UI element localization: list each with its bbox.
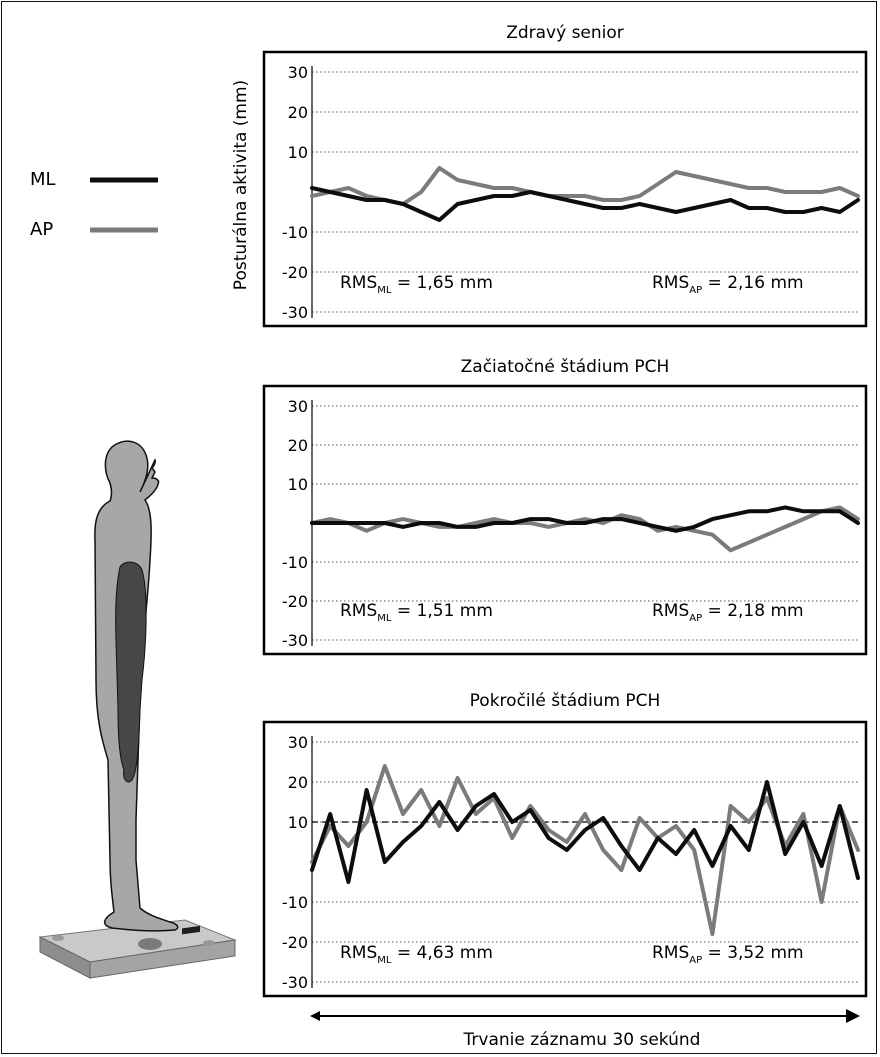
chart-panel-1: Zdravý senior 30 20 10 -10 -20 -30 RMSML = 1,65… <box>262 23 868 328</box>
panel-title: Pokročilé štádium PCH <box>470 691 661 711</box>
y-tick-label: 10 <box>288 143 308 162</box>
y-tick-label: 30 <box>288 63 308 82</box>
rms-annotation-ap: RMSAP = 2,16 mm <box>652 273 804 296</box>
series-line-ap <box>310 505 860 553</box>
series-line-ml <box>310 780 860 884</box>
y-tick-label: 30 <box>288 397 308 416</box>
chart-panel-3: Pokročilé štádium PCH 30 20 10 -10 -20 -30 RMSM… <box>262 691 868 998</box>
rms-annotation-ml: RMSML = 1,51 mm <box>340 601 493 624</box>
y-tick-label: -20 <box>282 263 308 282</box>
rms-annotation-ml: RMSML = 1,65 mm <box>340 273 493 296</box>
y-tick-label: -30 <box>282 303 308 322</box>
time-axis: Trvanie záznamu 30 sekúnd <box>310 1009 860 1050</box>
y-tick-label: -10 <box>282 223 308 242</box>
panel-frame <box>262 384 868 656</box>
y-tick-label: 30 <box>288 733 308 752</box>
y-tick-label: -10 <box>282 893 308 912</box>
time-axis-left-arrowhead <box>310 1011 320 1021</box>
panel-frame <box>262 720 868 998</box>
chart-panel-2: Začiatočné štádium PCH 30 20 10 -10 -20 -30 RMS… <box>262 357 868 656</box>
y-tick-label: -10 <box>282 553 308 572</box>
legend-label-ap: AP <box>30 219 53 240</box>
y-axis-label: Posturálna aktivita (mm) <box>231 80 251 290</box>
rms-annotation-ap: RMSAP = 3,52 mm <box>652 943 804 966</box>
y-tick-label: -20 <box>282 592 308 611</box>
standing-human-figure-icon <box>94 440 179 932</box>
series-line-ap <box>310 764 860 936</box>
y-tick-label: -30 <box>282 973 308 992</box>
legend-label-ml: ML <box>30 169 56 190</box>
y-tick-label: -30 <box>282 631 308 650</box>
rms-annotation-ml: RMSML = 4,63 mm <box>340 943 493 966</box>
series-line-ml <box>310 186 860 222</box>
y-tick-label: 20 <box>288 103 308 122</box>
y-tick-label: 10 <box>288 475 308 494</box>
force-platform-icon <box>38 919 237 979</box>
panel-title: Zdravý senior <box>506 23 624 43</box>
x-axis-label: Trvanie záznamu 30 sekúnd <box>463 1030 701 1050</box>
y-tick-label: 20 <box>288 773 308 792</box>
legend: ML AP <box>30 169 158 240</box>
series-line-ml <box>310 505 860 533</box>
y-tick-label: -20 <box>282 933 308 952</box>
chart-panels: Zdravý senior 30 20 10 -10 -20 -30 RMSML = 1,65… <box>262 23 868 998</box>
y-tick-label: 10 <box>288 813 308 832</box>
panel-title: Začiatočné štádium PCH <box>461 357 670 377</box>
y-tick-label: 20 <box>288 436 308 455</box>
time-axis-right-arrowhead <box>846 1009 860 1023</box>
rms-annotation-ap: RMSAP = 2,18 mm <box>652 601 804 624</box>
